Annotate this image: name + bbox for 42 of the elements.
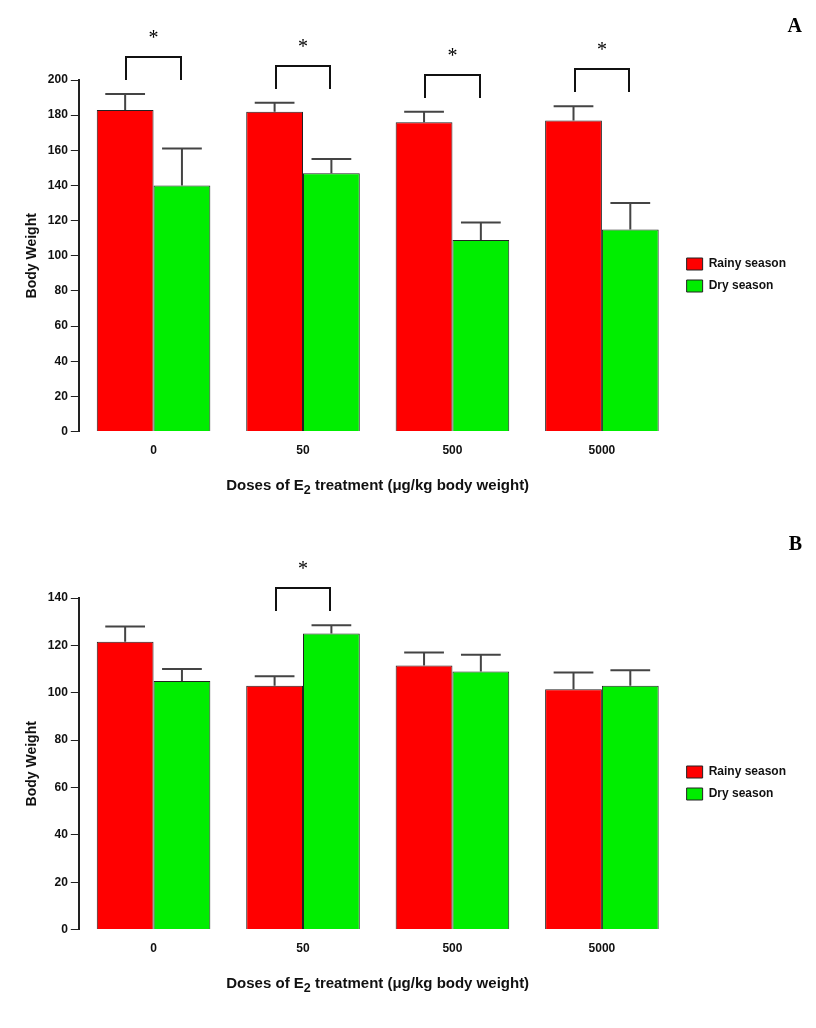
legend-label: Dry season bbox=[708, 786, 774, 801]
x-tick-label: 0 bbox=[150, 941, 158, 956]
y-tick-label: 100 bbox=[47, 248, 69, 263]
y-tick-label: 180 bbox=[47, 107, 69, 122]
x-tick-label: 50 bbox=[296, 443, 310, 458]
x-tick-label: 500 bbox=[442, 941, 463, 956]
y-tick-label: 100 bbox=[47, 685, 69, 700]
text: * bbox=[298, 34, 308, 58]
y-axis-title: Body Weight bbox=[23, 720, 40, 807]
y-tick-label: 160 bbox=[47, 142, 69, 157]
y-tick-label: 80 bbox=[54, 283, 69, 298]
y-tick-label: 0 bbox=[61, 921, 69, 936]
y-tick-label: 80 bbox=[54, 732, 69, 747]
y-tick-label: 120 bbox=[47, 212, 69, 227]
text: * bbox=[447, 43, 458, 67]
y-tick-label: 20 bbox=[54, 874, 69, 889]
x-axis-title: Doses of E$_{2}$ treatment (μg/kg body weight) bbox=[225, 974, 531, 995]
legend-label: Dry season bbox=[708, 278, 774, 293]
text: A bbox=[787, 14, 802, 37]
text: * bbox=[596, 38, 607, 62]
x-tick-label: 5000 bbox=[588, 443, 616, 458]
legend-label: Rainy season bbox=[708, 764, 787, 779]
text: * bbox=[148, 26, 159, 50]
x-tick-label: 0 bbox=[150, 443, 158, 458]
text: * bbox=[298, 557, 308, 581]
y-tick-label: 140 bbox=[47, 177, 69, 192]
x-tick-label: 5000 bbox=[588, 941, 616, 956]
legend-label: Rainy season bbox=[708, 256, 787, 271]
x-tick-label: 500 bbox=[442, 443, 463, 458]
y-tick-label: 0 bbox=[61, 423, 69, 438]
y-axis-title: Body Weight bbox=[23, 212, 40, 299]
text: B bbox=[788, 532, 802, 555]
y-tick-label: 60 bbox=[54, 779, 69, 794]
x-axis-title: Doses of E$_{2}$ treatment (μg/kg body weight) bbox=[225, 476, 531, 497]
y-tick-label: 40 bbox=[54, 827, 69, 842]
x-tick-label: 50 bbox=[296, 941, 310, 956]
y-tick-label: 20 bbox=[54, 388, 69, 403]
y-tick-label: 40 bbox=[54, 353, 69, 368]
y-tick-label: 140 bbox=[47, 590, 69, 605]
y-tick-label: 120 bbox=[47, 637, 69, 652]
y-tick-label: 60 bbox=[54, 318, 69, 333]
y-tick-label: 200 bbox=[47, 72, 69, 87]
